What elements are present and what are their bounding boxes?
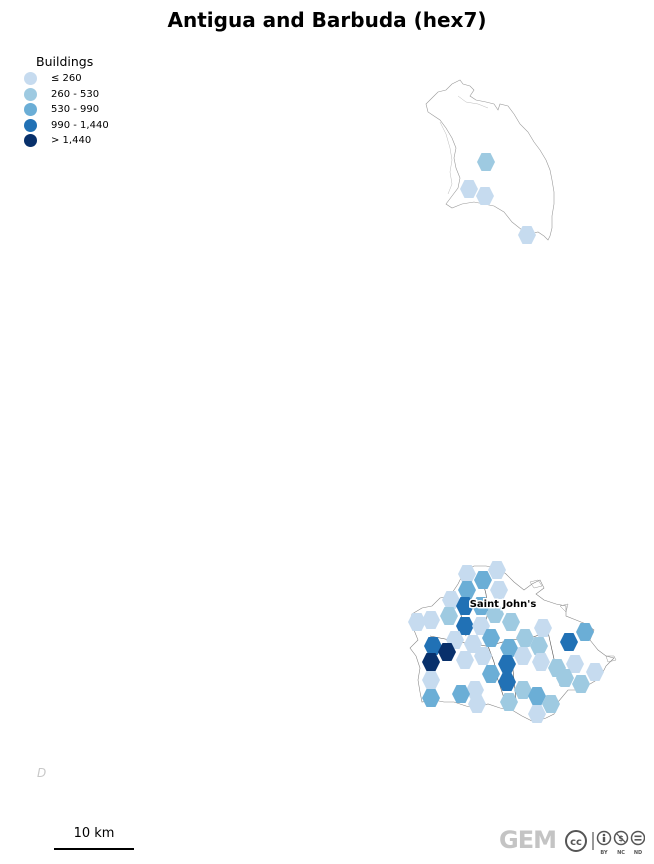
outlying-islands bbox=[529, 579, 617, 663]
legend-item: 990 - 1,440 bbox=[24, 118, 109, 134]
hex-cell bbox=[424, 637, 442, 655]
legend-item: 260 - 530 bbox=[24, 87, 109, 103]
watermark: D bbox=[37, 766, 47, 780]
legend-swatch-4 bbox=[24, 118, 37, 132]
hex-cell bbox=[500, 693, 518, 711]
hex-cell bbox=[440, 607, 458, 625]
hex-cell bbox=[482, 629, 500, 647]
hex-cell bbox=[456, 597, 474, 615]
barbuda-lagoon bbox=[439, 95, 489, 195]
hex-cell bbox=[516, 629, 534, 647]
legend-item: ≤ 260 bbox=[24, 71, 109, 87]
hex-cell bbox=[542, 695, 560, 713]
nc-icon: $ NC bbox=[613, 830, 629, 856]
hex-cell bbox=[572, 675, 590, 693]
antigua-hexes bbox=[408, 561, 604, 723]
hex-cell bbox=[586, 663, 604, 681]
legend-label: 530 - 990 bbox=[51, 104, 100, 116]
hex-cell bbox=[528, 687, 546, 705]
hex-cell bbox=[518, 226, 536, 244]
legend-title: Buildings bbox=[36, 54, 94, 69]
legend-swatch-3 bbox=[24, 103, 37, 117]
by-icon: BY bbox=[596, 830, 612, 856]
scale-label: 10 km bbox=[73, 826, 115, 841]
hex-cell bbox=[422, 611, 440, 629]
legend-label: > 1,440 bbox=[51, 135, 92, 147]
hex-cell bbox=[498, 673, 516, 691]
hex-cell bbox=[576, 623, 594, 641]
hex-cell bbox=[534, 619, 552, 637]
nd-icon: ND bbox=[630, 830, 645, 856]
barbuda-hexes bbox=[460, 153, 536, 244]
legend-label: ≤ 260 bbox=[51, 73, 82, 85]
svg-text:cc: cc bbox=[570, 837, 582, 848]
hex-cell bbox=[422, 689, 440, 707]
license-badge: cc BY $ NC ND bbox=[565, 830, 645, 856]
legend-swatch-1 bbox=[24, 72, 37, 86]
map-title: Antigua and Barbuda (hex7) bbox=[167, 8, 487, 32]
hex-cell bbox=[502, 613, 520, 631]
place-label-saint-johns: Saint John's bbox=[470, 599, 537, 610]
hex-cell bbox=[442, 591, 460, 609]
hex-cell bbox=[464, 635, 482, 653]
scale-bar bbox=[54, 848, 134, 850]
legend-item: 530 - 990 bbox=[24, 102, 109, 118]
cc-icon: cc bbox=[565, 830, 587, 852]
hex-cell bbox=[514, 647, 532, 665]
hex-cell bbox=[466, 681, 484, 699]
hex-cell bbox=[468, 695, 486, 713]
legend-label: 260 - 530 bbox=[51, 88, 100, 100]
hex-cell bbox=[500, 639, 518, 657]
hex-cell bbox=[422, 671, 440, 689]
hex-cell bbox=[498, 655, 516, 673]
hex-cell bbox=[532, 653, 550, 671]
hex-cell bbox=[458, 581, 476, 599]
hex-cell bbox=[474, 571, 492, 589]
legend-item: > 1,440 bbox=[24, 133, 109, 149]
hex-cell bbox=[408, 613, 426, 631]
hex-cell bbox=[477, 153, 495, 171]
legend-label: 990 - 1,440 bbox=[51, 119, 109, 131]
legend-swatch-2 bbox=[24, 87, 37, 101]
hex-cell bbox=[456, 617, 474, 635]
hex-cell bbox=[460, 180, 478, 198]
hex-cell bbox=[556, 669, 574, 687]
legend: Buildings ≤ 260 260 - 530 530 - 990 990 … bbox=[24, 54, 109, 149]
hex-cell bbox=[458, 565, 476, 583]
hex-cell bbox=[514, 681, 532, 699]
hex-cell bbox=[482, 665, 500, 683]
gem-logo: GEM bbox=[499, 826, 557, 854]
svg-text:ND: ND bbox=[634, 850, 642, 856]
hex-cell bbox=[422, 653, 440, 671]
hex-cell bbox=[486, 605, 504, 623]
hex-cell bbox=[456, 651, 474, 669]
hex-cell bbox=[566, 655, 584, 673]
hex-cell bbox=[438, 643, 456, 661]
svg-text:BY: BY bbox=[600, 850, 608, 856]
hex-cell bbox=[452, 685, 470, 703]
hex-cell bbox=[560, 633, 578, 651]
hex-cell bbox=[530, 637, 548, 655]
svg-text:NC: NC bbox=[617, 850, 625, 856]
hex-cell bbox=[472, 617, 490, 635]
legend-swatch-5 bbox=[24, 134, 37, 148]
hex-cell bbox=[488, 561, 506, 579]
hex-cell bbox=[528, 705, 546, 723]
hex-cell bbox=[474, 647, 492, 665]
barbuda-outline bbox=[425, 79, 555, 241]
hex-cell bbox=[490, 581, 508, 599]
hex-cell bbox=[472, 597, 490, 615]
hex-cell bbox=[476, 187, 494, 205]
